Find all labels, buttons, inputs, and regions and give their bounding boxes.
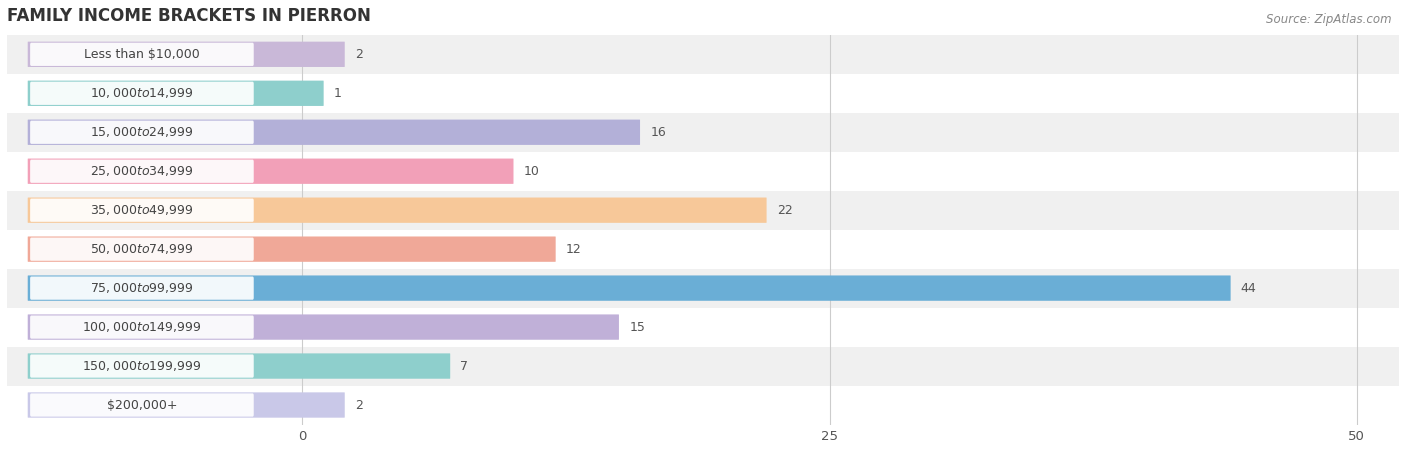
FancyBboxPatch shape bbox=[28, 42, 344, 67]
Text: $100,000 to $149,999: $100,000 to $149,999 bbox=[82, 320, 201, 334]
Text: 22: 22 bbox=[778, 204, 793, 217]
FancyBboxPatch shape bbox=[30, 238, 253, 261]
FancyBboxPatch shape bbox=[28, 158, 513, 184]
FancyBboxPatch shape bbox=[28, 120, 640, 145]
FancyBboxPatch shape bbox=[28, 198, 766, 223]
Text: 2: 2 bbox=[354, 399, 363, 411]
Text: $200,000+: $200,000+ bbox=[107, 399, 177, 411]
FancyBboxPatch shape bbox=[28, 237, 555, 262]
FancyBboxPatch shape bbox=[7, 230, 1399, 269]
FancyBboxPatch shape bbox=[7, 35, 1399, 74]
Text: 44: 44 bbox=[1241, 282, 1257, 295]
Text: $75,000 to $99,999: $75,000 to $99,999 bbox=[90, 281, 194, 295]
FancyBboxPatch shape bbox=[7, 152, 1399, 191]
Text: Less than $10,000: Less than $10,000 bbox=[84, 48, 200, 61]
FancyBboxPatch shape bbox=[30, 160, 253, 183]
FancyBboxPatch shape bbox=[30, 121, 253, 144]
FancyBboxPatch shape bbox=[30, 315, 253, 339]
Text: $15,000 to $24,999: $15,000 to $24,999 bbox=[90, 125, 194, 139]
FancyBboxPatch shape bbox=[30, 43, 253, 66]
Text: Source: ZipAtlas.com: Source: ZipAtlas.com bbox=[1267, 14, 1392, 27]
FancyBboxPatch shape bbox=[30, 276, 253, 300]
Text: 12: 12 bbox=[565, 243, 582, 256]
FancyBboxPatch shape bbox=[30, 81, 253, 105]
Text: $50,000 to $74,999: $50,000 to $74,999 bbox=[90, 242, 194, 256]
Text: $150,000 to $199,999: $150,000 to $199,999 bbox=[82, 359, 201, 373]
Text: $35,000 to $49,999: $35,000 to $49,999 bbox=[90, 203, 194, 217]
FancyBboxPatch shape bbox=[30, 393, 253, 417]
FancyBboxPatch shape bbox=[28, 353, 450, 379]
FancyBboxPatch shape bbox=[7, 191, 1399, 230]
FancyBboxPatch shape bbox=[28, 275, 1230, 301]
FancyBboxPatch shape bbox=[30, 198, 253, 222]
Text: 7: 7 bbox=[460, 360, 468, 373]
Text: 10: 10 bbox=[523, 165, 540, 178]
Text: $25,000 to $34,999: $25,000 to $34,999 bbox=[90, 164, 194, 178]
FancyBboxPatch shape bbox=[7, 74, 1399, 113]
Text: 1: 1 bbox=[333, 87, 342, 100]
FancyBboxPatch shape bbox=[28, 81, 323, 106]
Text: 2: 2 bbox=[354, 48, 363, 61]
FancyBboxPatch shape bbox=[28, 392, 344, 418]
Text: FAMILY INCOME BRACKETS IN PIERRON: FAMILY INCOME BRACKETS IN PIERRON bbox=[7, 7, 371, 25]
FancyBboxPatch shape bbox=[7, 113, 1399, 152]
FancyBboxPatch shape bbox=[7, 269, 1399, 308]
FancyBboxPatch shape bbox=[28, 315, 619, 340]
FancyBboxPatch shape bbox=[7, 346, 1399, 386]
FancyBboxPatch shape bbox=[7, 386, 1399, 424]
FancyBboxPatch shape bbox=[7, 308, 1399, 346]
Text: 16: 16 bbox=[650, 126, 666, 139]
FancyBboxPatch shape bbox=[30, 355, 253, 378]
Text: $10,000 to $14,999: $10,000 to $14,999 bbox=[90, 86, 194, 100]
Text: 15: 15 bbox=[628, 320, 645, 333]
